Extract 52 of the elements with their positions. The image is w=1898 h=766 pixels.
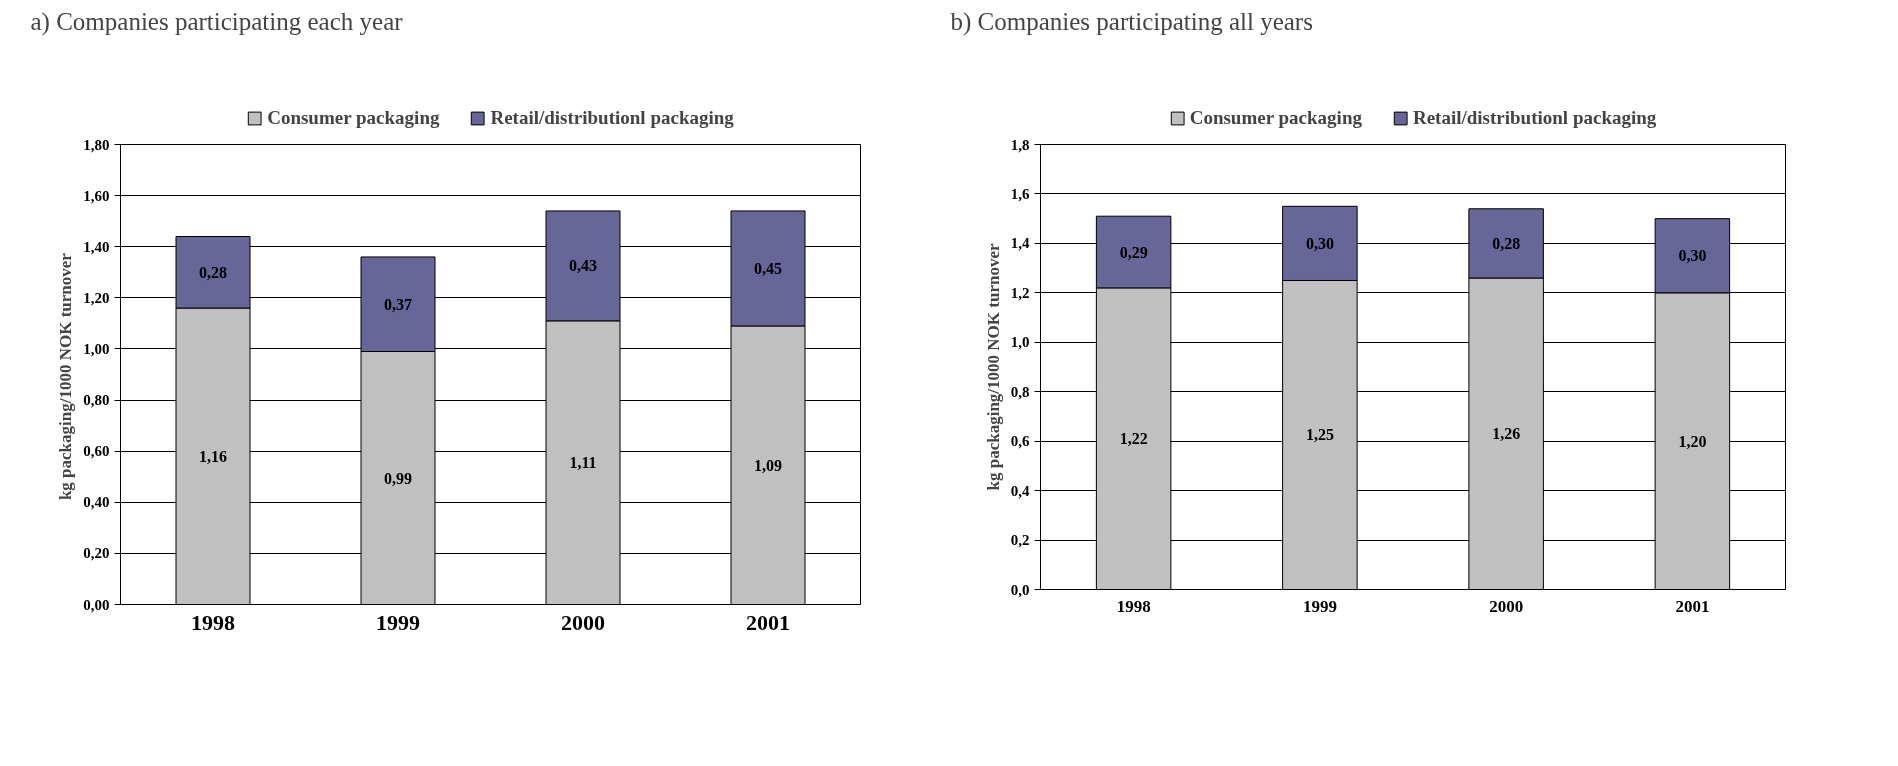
y-tick-label: 0,80 — [83, 392, 110, 409]
y-tick-label: 1,4 — [1010, 235, 1030, 252]
y-tick-label: 1,40 — [83, 238, 110, 255]
y-axis-title: kg packaging/1000 NOK turnover — [56, 252, 76, 501]
y-tick-label: 0,6 — [1010, 433, 1030, 450]
x-tick-label: 1999 — [1302, 596, 1337, 616]
data-label: 0,30 — [1305, 234, 1334, 252]
x-tick-label: 2001 — [746, 609, 790, 635]
y-tick-label: 1,20 — [83, 289, 110, 306]
legend-label: Retail/distributionl packaging — [1412, 107, 1657, 129]
data-label: 1,25 — [1305, 426, 1334, 444]
x-tick-label: 1998 — [1116, 596, 1151, 616]
legend-label: Consumer packaging — [267, 107, 440, 129]
legend-label: Consumer packaging — [1189, 107, 1362, 129]
x-tick-label: 1999 — [376, 609, 420, 635]
data-label: 0,99 — [384, 469, 412, 487]
x-tick-label: 1998 — [191, 609, 235, 635]
y-tick-label: 1,8 — [1010, 136, 1030, 153]
data-label: 0,37 — [384, 295, 412, 313]
y-tick-label: 1,60 — [83, 187, 110, 204]
y-tick-label: 0,2 — [1010, 532, 1030, 549]
y-tick-label: 0,8 — [1010, 383, 1030, 400]
data-label: 1,20 — [1678, 432, 1707, 450]
data-label: 0,43 — [569, 257, 597, 275]
y-tick-label: 1,80 — [83, 136, 110, 153]
x-tick-label: 2000 — [561, 609, 605, 635]
y-tick-label: 1,2 — [1010, 284, 1030, 301]
data-label: 1,26 — [1492, 425, 1521, 443]
y-tick-label: 1,6 — [1010, 185, 1030, 202]
y-tick-label: 0,40 — [83, 494, 110, 511]
data-label: 1,09 — [754, 456, 782, 474]
y-tick-label: 0,00 — [83, 596, 110, 613]
data-label: 0,28 — [1492, 234, 1521, 252]
data-label: 1,11 — [569, 454, 597, 472]
x-tick-label: 2001 — [1675, 596, 1710, 616]
y-tick-label: 0,60 — [83, 443, 110, 460]
chart-title: a) Companies participating each year — [30, 7, 404, 36]
data-label: 0,30 — [1678, 247, 1707, 265]
y-tick-label: 0,4 — [1010, 482, 1030, 499]
data-label: 0,28 — [199, 263, 227, 281]
y-tick-label: 0,0 — [1010, 581, 1030, 598]
data-label: 0,29 — [1119, 243, 1148, 261]
chart-title: b) Companies participating all years — [950, 7, 1313, 36]
legend-label: Retail/distributionl packaging — [490, 107, 734, 129]
data-label: 1,22 — [1119, 430, 1148, 448]
x-tick-label: 2000 — [1489, 596, 1524, 616]
y-tick-label: 1,00 — [83, 340, 110, 357]
y-axis-title: kg packaging/1000 NOK turnover — [983, 243, 1003, 491]
y-tick-label: 1,0 — [1010, 334, 1030, 351]
data-label: 0,45 — [754, 259, 782, 277]
y-tick-label: 0,20 — [83, 545, 110, 562]
data-label: 1,16 — [199, 447, 227, 465]
